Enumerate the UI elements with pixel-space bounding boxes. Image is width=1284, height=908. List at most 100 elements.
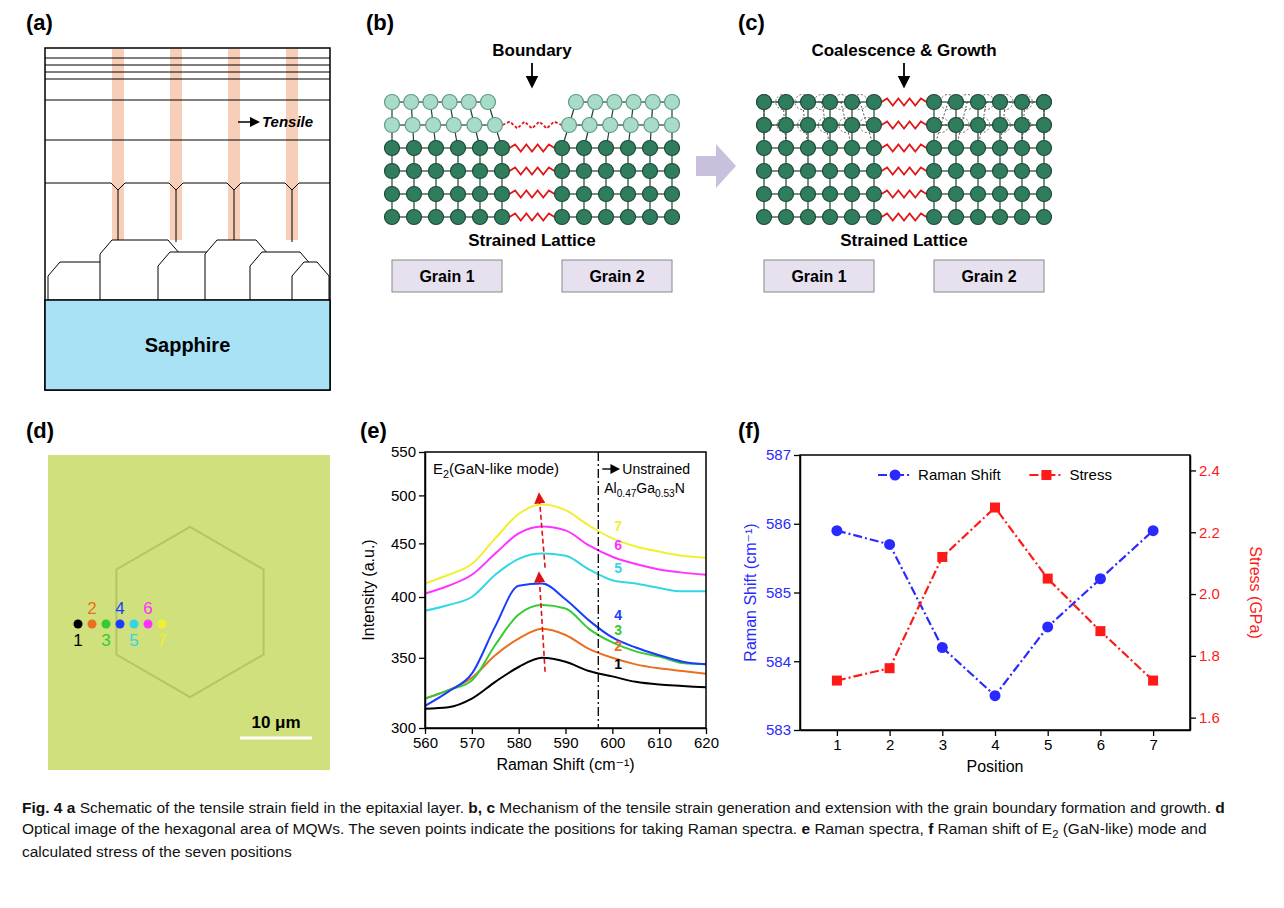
grain-box — [392, 260, 502, 292]
atom — [949, 118, 964, 133]
atom — [623, 118, 638, 133]
tick: 2 — [886, 730, 894, 753]
atom — [473, 187, 488, 202]
grain-boundary — [292, 190, 293, 242]
atom — [495, 164, 510, 179]
atom — [643, 187, 658, 202]
series-label: 6 — [614, 537, 622, 553]
atom — [599, 210, 614, 225]
atom — [779, 95, 794, 110]
grain-boundary — [176, 190, 177, 242]
tick: 3 — [939, 730, 947, 753]
caption-key: f — [928, 820, 933, 837]
tick: 600 — [600, 728, 625, 751]
spectrum-line — [425, 584, 706, 706]
atom — [779, 210, 794, 225]
reference-label: Unstrained — [622, 461, 690, 477]
tick: 550 — [391, 443, 425, 460]
atom — [823, 187, 838, 202]
atom — [429, 141, 444, 156]
axis-title: Intensity (a.u.) — [360, 539, 377, 640]
data-point — [990, 690, 1001, 701]
atom — [488, 118, 503, 133]
tick: 2.2 — [1190, 524, 1220, 541]
point-label: 1 — [73, 631, 82, 650]
atom — [599, 187, 614, 202]
ghost-atom — [757, 118, 772, 133]
transition-arrow — [696, 144, 736, 188]
grain-box — [764, 260, 874, 292]
tensile-label: Tensile — [262, 113, 313, 130]
atom — [665, 187, 680, 202]
atom — [993, 210, 1008, 225]
atom — [757, 187, 772, 202]
atom — [993, 141, 1008, 156]
tick: 300 — [391, 719, 425, 736]
atom — [473, 141, 488, 156]
atom — [927, 141, 942, 156]
tick-label: 585 — [766, 584, 791, 601]
tick-label: 300 — [391, 719, 416, 736]
atom — [555, 164, 570, 179]
atom — [473, 210, 488, 225]
lattice-label: Strained Lattice — [468, 231, 596, 250]
atom — [577, 141, 592, 156]
atom — [426, 118, 441, 133]
tick: 7 — [1149, 730, 1157, 753]
data-point — [1042, 621, 1053, 632]
atom — [823, 118, 838, 133]
axis: 300350400450500550 — [391, 443, 426, 736]
atom — [495, 187, 510, 202]
data-point — [1148, 676, 1158, 686]
spectrum-line — [425, 505, 706, 584]
atom — [446, 118, 461, 133]
grain-label: Grain 1 — [791, 268, 846, 285]
tick-mark — [419, 452, 425, 453]
atom — [451, 187, 466, 202]
coalescence-line — [45, 183, 330, 190]
atom — [801, 118, 816, 133]
atom — [823, 141, 838, 156]
tick: 585 — [766, 584, 800, 601]
diagram-title: Boundary — [492, 41, 572, 60]
axis: 1.61.82.02.22.4 — [1190, 456, 1220, 731]
atom — [603, 118, 618, 133]
atom — [779, 118, 794, 133]
atom — [971, 118, 986, 133]
atom — [1015, 164, 1030, 179]
tick: 610 — [647, 728, 672, 751]
series-line — [837, 531, 1153, 696]
atom — [451, 141, 466, 156]
atom — [801, 95, 816, 110]
tick-mark — [794, 730, 800, 731]
atom — [949, 141, 964, 156]
atom — [757, 95, 772, 110]
atom — [1037, 187, 1052, 202]
text-run: E — [433, 460, 443, 477]
tick: 350 — [391, 649, 425, 666]
ghost-atom — [1037, 118, 1052, 133]
diagram-title: Coalescence & Growth — [811, 41, 996, 60]
atom — [757, 118, 772, 133]
substrate-label: Sapphire — [145, 334, 231, 356]
legend-item: Stress — [1029, 466, 1112, 483]
data-point — [885, 663, 895, 673]
atom — [993, 164, 1008, 179]
atom — [607, 95, 622, 110]
measure-point — [158, 620, 167, 629]
data-point — [831, 525, 842, 536]
axis: 583584585586587 — [766, 446, 801, 738]
tick-mark — [419, 658, 425, 659]
island — [292, 262, 329, 300]
data-point — [1148, 525, 1159, 536]
layer-line — [45, 79, 330, 80]
atom — [845, 141, 860, 156]
atom — [779, 141, 794, 156]
legend-item: Raman Shift — [878, 466, 1001, 483]
tick: 1.8 — [1190, 647, 1220, 664]
atom — [665, 118, 680, 133]
tick: 560 — [413, 728, 438, 751]
axis-title: Raman Shift (cm⁻¹) — [742, 523, 759, 661]
atom — [867, 210, 882, 225]
caption: Fig. 4 a Schematic of the tensile strain… — [22, 798, 1262, 863]
